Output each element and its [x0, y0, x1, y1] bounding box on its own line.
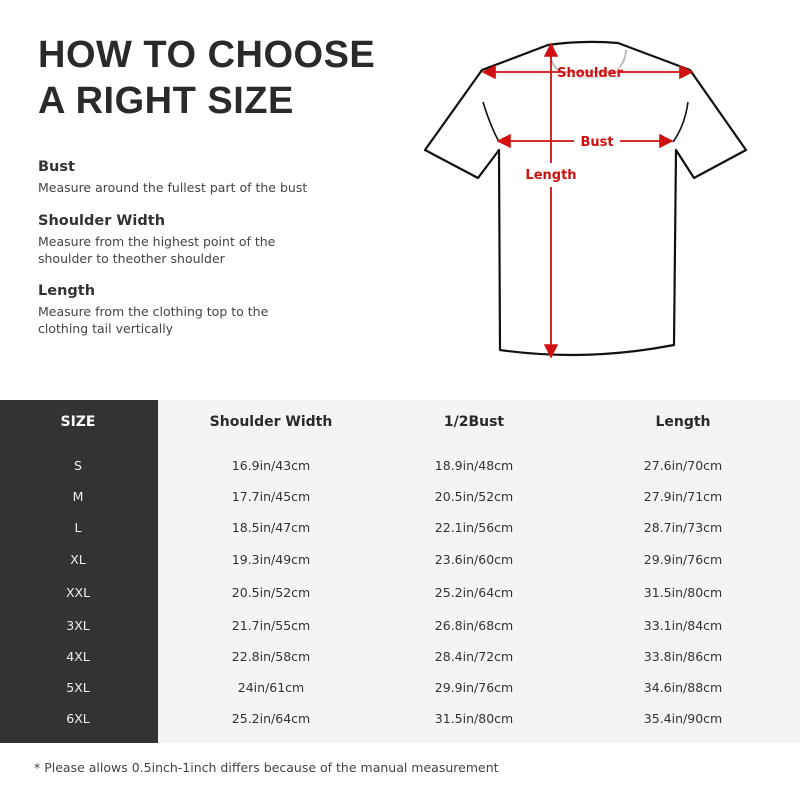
definition-bust: Bust Measure around the fullest part of … — [38, 158, 368, 196]
table-cell: 22.1in/56cm — [434, 520, 514, 535]
column-header: 1/2Bust — [443, 414, 505, 430]
table-cell: 19.3in/49cm — [231, 552, 311, 567]
size-label: XXL — [65, 585, 91, 600]
bust-label: Bust — [580, 135, 613, 150]
size-column — [0, 400, 158, 743]
definition-shoulder: Shoulder Width Measure from the highest … — [38, 212, 313, 267]
table-cell: 28.7in/73cm — [643, 520, 723, 535]
definition-desc: Measure from the clothing top to the clo… — [38, 304, 269, 336]
table-cell: 28.4in/72cm — [434, 649, 514, 664]
table-cell: 21.7in/55cm — [231, 618, 311, 633]
title-line-1: HOW TO CHOOSE — [38, 34, 376, 76]
size-label: S — [74, 458, 82, 473]
table-cell: 24in/61cm — [237, 680, 305, 695]
table-cell: 27.6in/70cm — [643, 458, 723, 473]
table-cell: 26.8in/68cm — [434, 618, 514, 633]
definition-term: Bust — [38, 159, 75, 175]
size-label: M — [72, 489, 84, 504]
table-cell: 25.2in/64cm — [231, 711, 311, 726]
table-cell: 16.9in/43cm — [231, 458, 311, 473]
table-cell: 20.5in/52cm — [231, 585, 311, 600]
table-cell: 23.6in/60cm — [434, 552, 514, 567]
table-cell: 20.5in/52cm — [434, 489, 514, 504]
tshirt-diagram: Shoulder Bust Length — [423, 40, 748, 359]
measurement-note: * Please allows 0.5inch-1inch differs be… — [34, 760, 499, 775]
definition-desc: Measure around the fullest part of the b… — [38, 180, 308, 195]
table-cell: 18.9in/48cm — [434, 458, 514, 473]
table-cell: 25.2in/64cm — [434, 585, 514, 600]
table-cell: 31.5in/80cm — [434, 711, 514, 726]
table-cell: 17.7in/45cm — [231, 489, 311, 504]
table-cell: 35.4in/90cm — [643, 711, 723, 726]
size-label: XL — [70, 552, 86, 567]
definition-length: Length Measure from the clothing top to … — [38, 282, 313, 337]
table-cell: 22.8in/58cm — [231, 649, 311, 664]
definition-term: Length — [38, 283, 96, 299]
table-cell: 29.9in/76cm — [643, 552, 723, 567]
size-label: 3XL — [66, 618, 90, 633]
column-header: SIZE — [60, 414, 96, 430]
size-label: 4XL — [66, 649, 90, 664]
size-label: 6XL — [66, 711, 90, 726]
definition-term: Shoulder Width — [38, 213, 166, 229]
shoulder-label: Shoulder — [557, 66, 623, 81]
page-title: HOW TO CHOOSE A RIGHT SIZE — [38, 32, 375, 124]
column-header: Shoulder Width — [209, 414, 333, 430]
table-cell: 18.5in/47cm — [231, 520, 311, 535]
table-cell: 33.8in/86cm — [643, 649, 723, 664]
tshirt-outline — [423, 40, 748, 357]
definition-desc: Measure from the highest point of the sh… — [38, 234, 276, 266]
table-cell: 31.5in/80cm — [643, 585, 723, 600]
table-cell: 27.9in/71cm — [643, 489, 723, 504]
size-label: 5XL — [66, 680, 90, 695]
table-cell: 33.1in/84cm — [643, 618, 723, 633]
table-cell: 34.6in/88cm — [643, 680, 723, 695]
length-label: Length — [525, 168, 576, 183]
table-cell: 29.9in/76cm — [434, 680, 514, 695]
size-label: L — [74, 520, 82, 535]
column-header: Length — [655, 414, 711, 430]
title-line-2: A RIGHT SIZE — [38, 80, 294, 122]
